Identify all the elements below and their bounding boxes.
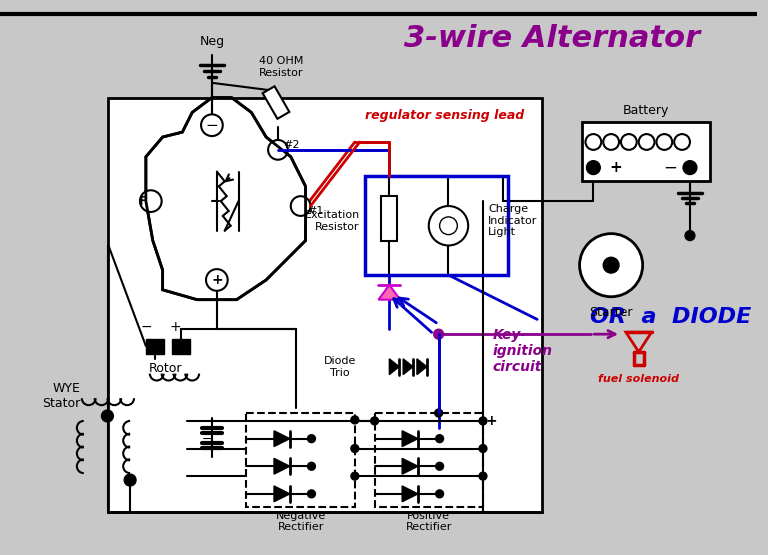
Circle shape bbox=[479, 445, 487, 452]
Circle shape bbox=[140, 190, 161, 212]
Circle shape bbox=[307, 490, 316, 498]
Circle shape bbox=[434, 329, 444, 339]
Bar bbox=[365, 176, 508, 275]
Text: Excitation
Resistor: Excitation Resistor bbox=[305, 210, 359, 231]
Text: Resistor: Resistor bbox=[259, 68, 303, 78]
Text: −: − bbox=[202, 433, 212, 446]
Circle shape bbox=[101, 410, 114, 422]
Text: Starter: Starter bbox=[589, 306, 633, 319]
Circle shape bbox=[351, 416, 359, 424]
Text: −: − bbox=[206, 118, 218, 133]
Polygon shape bbox=[379, 285, 400, 300]
Circle shape bbox=[479, 417, 487, 425]
Circle shape bbox=[587, 161, 601, 174]
Bar bbox=[146, 339, 164, 354]
Text: 3-wire Alternator: 3-wire Alternator bbox=[404, 24, 700, 53]
Circle shape bbox=[435, 462, 444, 470]
Text: F: F bbox=[139, 195, 147, 208]
Text: −: − bbox=[664, 159, 677, 176]
Text: Key-
ignition
circuit: Key- ignition circuit bbox=[493, 328, 553, 374]
Text: +: + bbox=[610, 160, 622, 175]
Circle shape bbox=[429, 206, 468, 245]
Circle shape bbox=[685, 231, 695, 240]
Text: OR  a  DIODE: OR a DIODE bbox=[590, 307, 751, 327]
Polygon shape bbox=[274, 458, 290, 474]
Circle shape bbox=[268, 140, 288, 160]
Circle shape bbox=[124, 474, 136, 486]
Text: fuel solenoid: fuel solenoid bbox=[598, 374, 679, 384]
Polygon shape bbox=[402, 458, 418, 474]
Polygon shape bbox=[417, 359, 427, 375]
Circle shape bbox=[371, 417, 379, 425]
Text: +: + bbox=[170, 320, 181, 334]
Text: +: + bbox=[211, 273, 223, 287]
Text: Diode
Trio: Diode Trio bbox=[324, 356, 356, 377]
Polygon shape bbox=[402, 486, 418, 502]
Text: Battery: Battery bbox=[622, 104, 669, 117]
Text: WYE
Stator: WYE Stator bbox=[42, 382, 81, 410]
Text: 40 OHM: 40 OHM bbox=[259, 56, 303, 66]
Text: #1: #1 bbox=[307, 206, 323, 216]
Circle shape bbox=[435, 490, 444, 498]
Circle shape bbox=[307, 462, 316, 470]
Text: #2: #2 bbox=[283, 140, 300, 150]
Text: Rotor: Rotor bbox=[149, 362, 182, 375]
Circle shape bbox=[291, 196, 310, 216]
Circle shape bbox=[351, 445, 359, 452]
Bar bbox=[173, 339, 190, 354]
Polygon shape bbox=[389, 359, 399, 375]
Text: Positive
Rectifier: Positive Rectifier bbox=[406, 511, 452, 532]
Circle shape bbox=[201, 114, 223, 136]
Polygon shape bbox=[402, 431, 418, 447]
Circle shape bbox=[307, 435, 316, 442]
Bar bbox=[382, 196, 397, 240]
Text: Neg: Neg bbox=[200, 35, 224, 48]
Circle shape bbox=[435, 435, 444, 442]
Bar bbox=[263, 86, 290, 119]
Text: +: + bbox=[485, 414, 497, 428]
Circle shape bbox=[479, 472, 487, 480]
Circle shape bbox=[580, 234, 643, 297]
Polygon shape bbox=[403, 359, 413, 375]
Polygon shape bbox=[274, 431, 290, 447]
Circle shape bbox=[435, 409, 442, 417]
Text: −: − bbox=[140, 320, 152, 334]
Circle shape bbox=[683, 161, 697, 174]
Bar bbox=[247, 413, 355, 507]
Circle shape bbox=[206, 269, 227, 291]
Bar bbox=[581, 122, 710, 181]
Polygon shape bbox=[274, 486, 290, 502]
Bar bbox=[375, 413, 483, 507]
Text: regulator sensing lead: regulator sensing lead bbox=[365, 109, 524, 122]
Circle shape bbox=[603, 258, 619, 273]
Text: Charge
Indicator
Light: Charge Indicator Light bbox=[488, 204, 538, 238]
Bar bbox=[108, 98, 542, 512]
Circle shape bbox=[351, 472, 359, 480]
Text: Negative
Rectifier: Negative Rectifier bbox=[276, 511, 326, 532]
